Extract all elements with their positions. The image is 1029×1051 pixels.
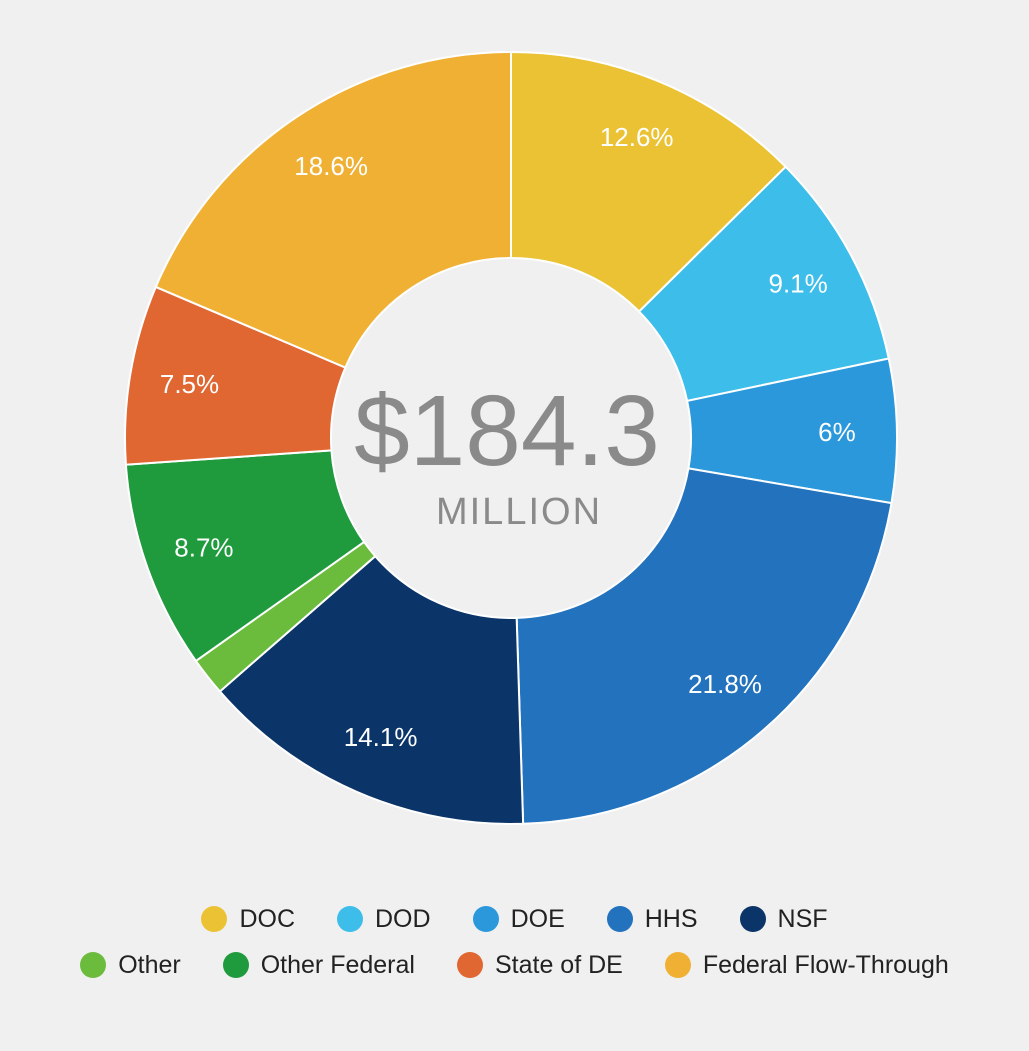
legend-item: Other — [80, 951, 181, 980]
donut-chart: 12.6% 9.1% 6% 21.8% 14.1% 8.7% 7.5% 18.6% $184.… — [124, 50, 898, 825]
legend-item: DOD — [337, 905, 431, 934]
slice-hhs — [515, 467, 893, 825]
legend-swatch — [456, 952, 483, 978]
legend: DOC DOD DOE HHS NSF Other Other Federal State o… — [0, 896, 1029, 988]
slice-federal-flow-through — [154, 50, 512, 369]
legend-row: Other Other Federal State of DE Federal Flo… — [0, 942, 1029, 988]
slice-label: 12.6% — [600, 122, 674, 152]
legend-swatch — [337, 906, 363, 932]
legend-label: Federal Flow-Through — [702, 950, 949, 979]
legend-swatch — [606, 906, 633, 932]
slice-label: 7.5% — [160, 369, 219, 399]
legend-item: DOE — [472, 904, 565, 934]
slice-label: 9.1% — [769, 269, 828, 299]
slice-label: 14.1% — [344, 722, 418, 752]
slice-labels-group: 12.6% 9.1% 6% 21.8% 14.1% 8.7% 7.5% 18.6% — [160, 122, 856, 752]
slice-label: 8.7% — [174, 532, 233, 562]
legend-label: NSF — [777, 904, 828, 933]
legend-label: DOC — [239, 904, 295, 933]
legend-label: DOD — [375, 904, 431, 933]
legend-label: State of DE — [494, 950, 623, 979]
slice-label: 6% — [818, 417, 856, 447]
legend-item: Federal Flow-Through — [664, 950, 949, 980]
legend-label: HHS — [644, 904, 698, 933]
slice-doc — [510, 50, 788, 313]
legend-swatch — [201, 906, 228, 932]
legend-swatch — [664, 952, 691, 978]
legend-item: Other Federal — [222, 950, 415, 980]
center-amount: $184.3 — [354, 375, 660, 487]
legend-label: Other — [118, 950, 181, 979]
legend-item: DOC — [201, 905, 295, 934]
legend-label: DOE — [510, 904, 565, 933]
slice-nsf — [218, 554, 525, 825]
legend-swatch — [472, 906, 499, 932]
legend-item: HHS — [606, 904, 698, 934]
legend-swatch — [739, 906, 766, 932]
legend-swatch — [222, 952, 249, 978]
legend-row: DOC DOD DOE HHS NSF — [0, 896, 1029, 942]
legend-swatch — [80, 952, 107, 978]
slice-label: 18.6% — [294, 151, 368, 181]
legend-item: NSF — [739, 904, 828, 934]
slices-group — [124, 50, 898, 825]
legend-item: State of DE — [456, 950, 623, 980]
center-unit: MILLION — [436, 491, 602, 533]
slice-label: 21.8% — [688, 669, 762, 699]
legend-label: Other Federal — [260, 950, 415, 979]
